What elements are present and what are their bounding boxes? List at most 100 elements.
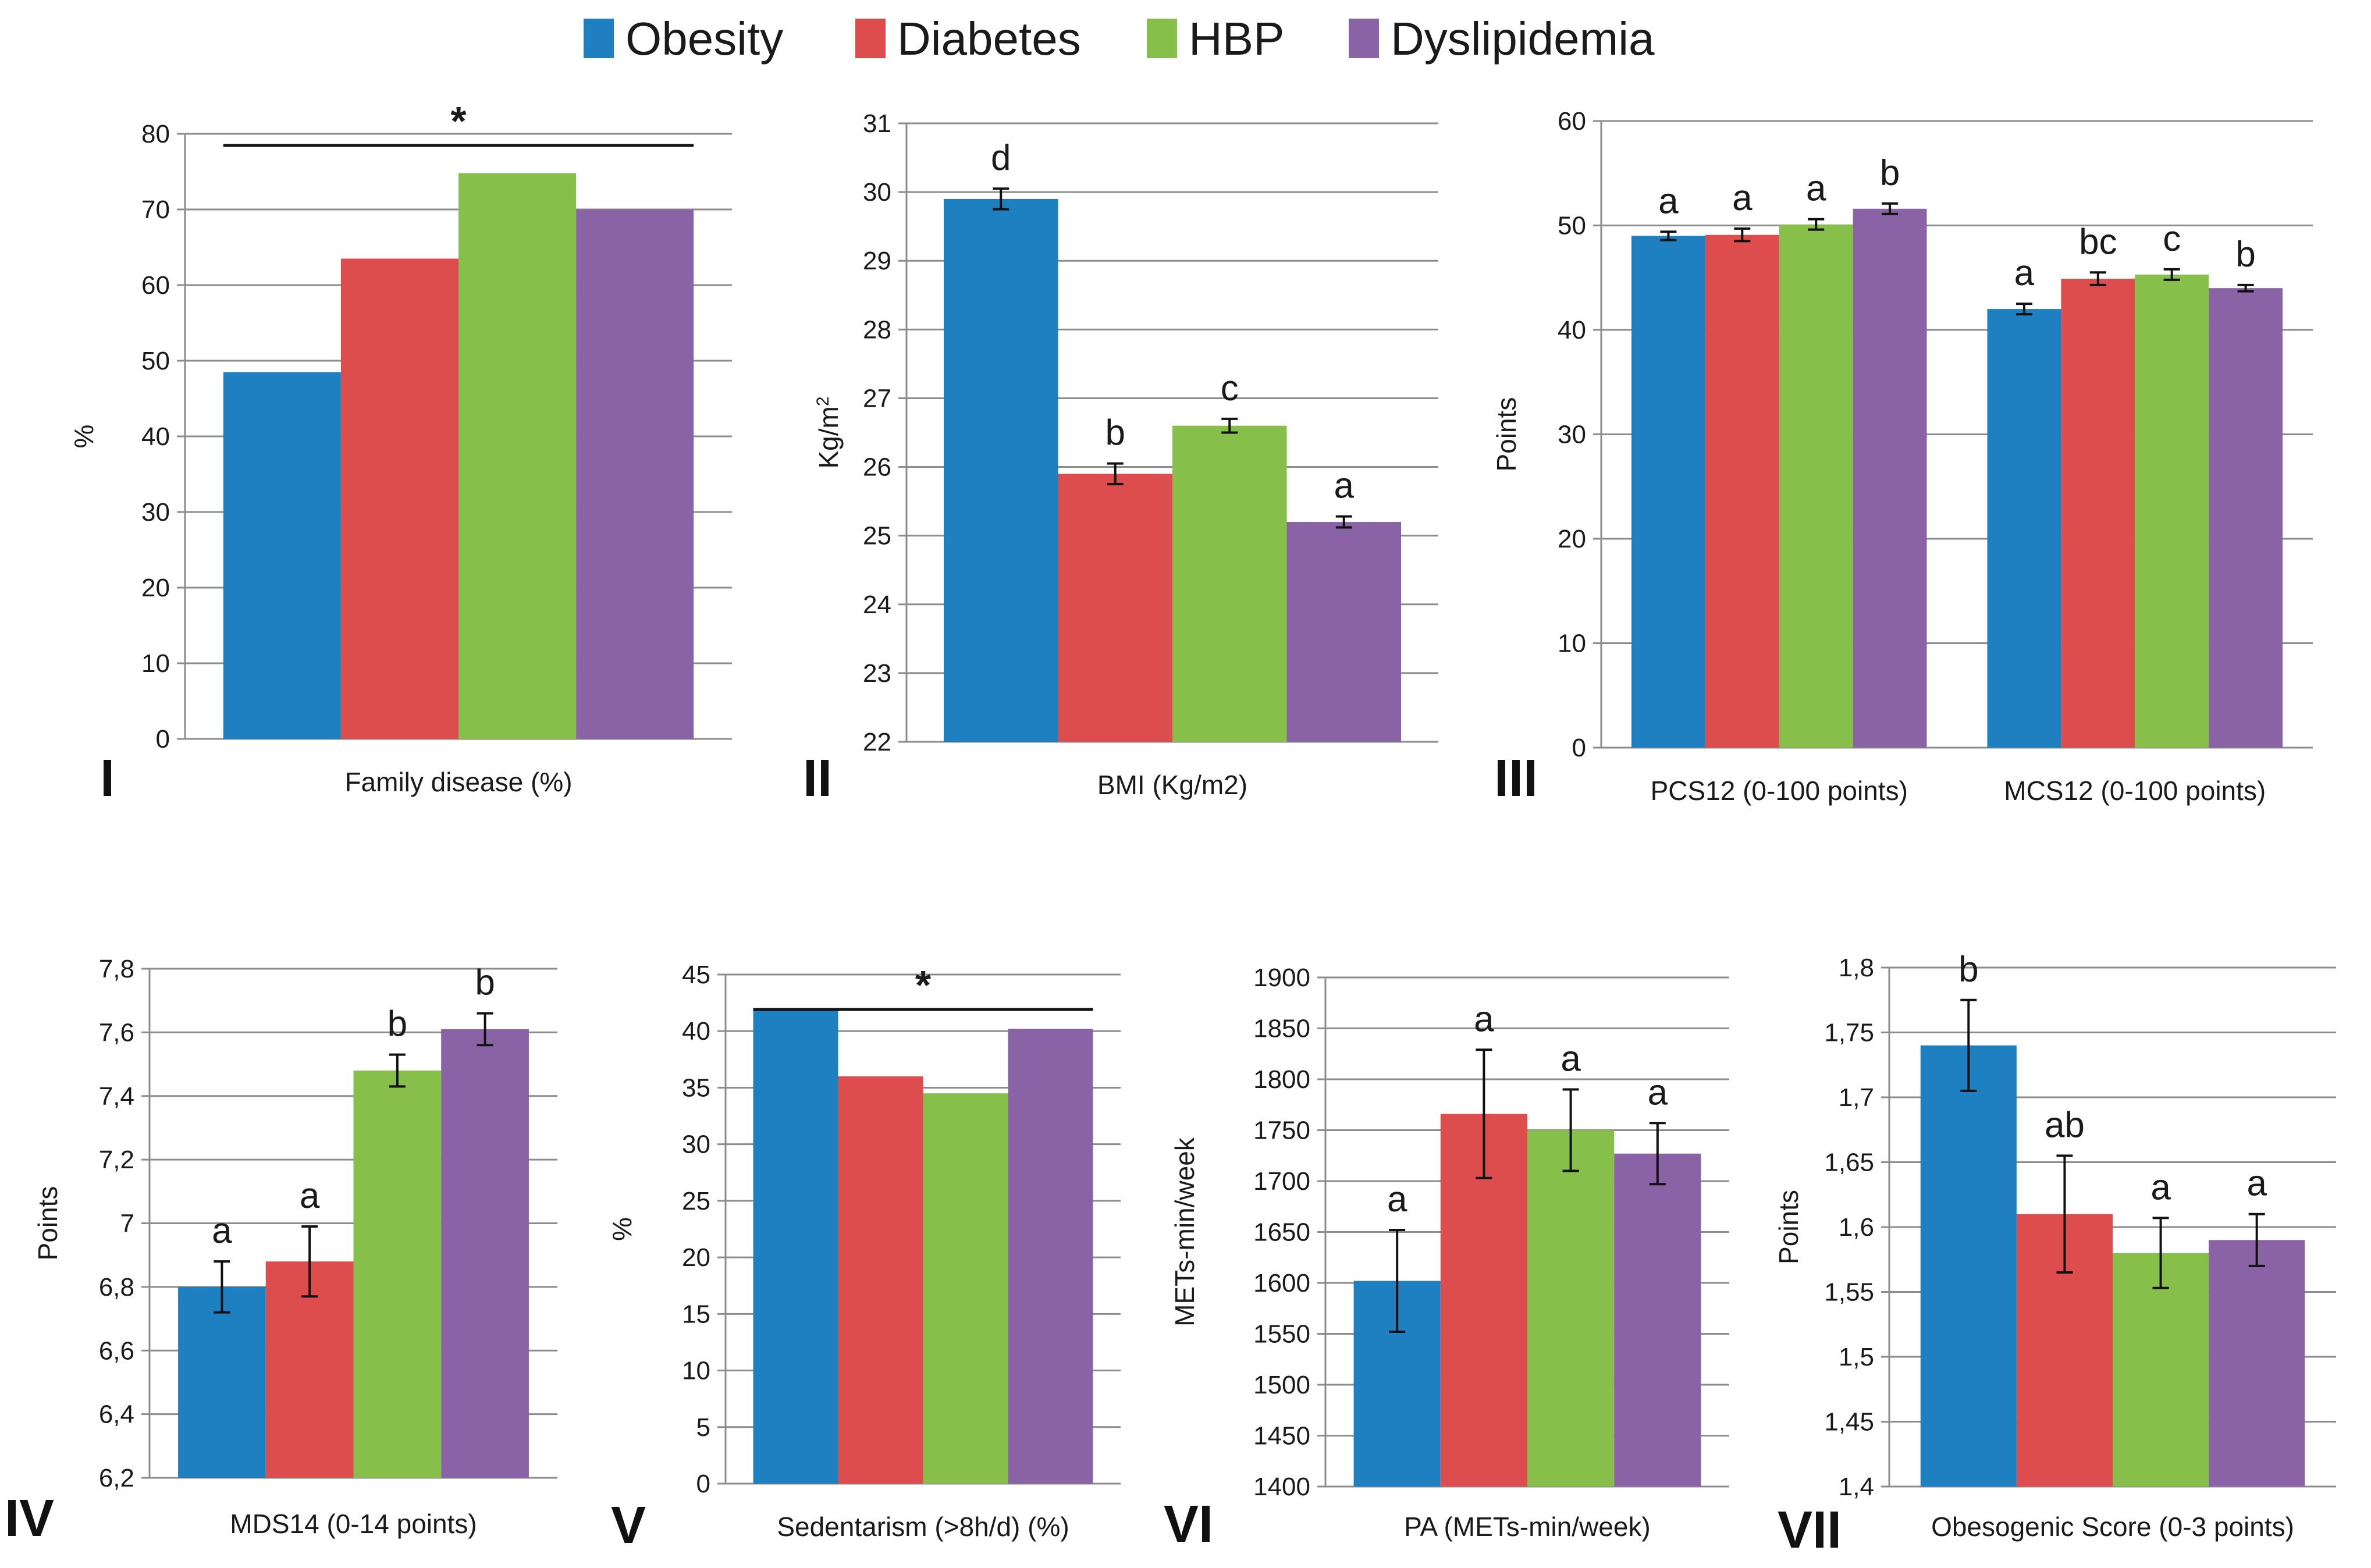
y-tick-label: 6,8 bbox=[99, 1273, 134, 1302]
significance-letter-diabetes: b bbox=[1105, 413, 1125, 453]
y-tick-label: 1,55 bbox=[1824, 1278, 1874, 1307]
y-tick-label: 1,45 bbox=[1824, 1408, 1874, 1437]
y-tick-label: 1,7 bbox=[1839, 1083, 1874, 1112]
y-tick-label: 1,4 bbox=[1839, 1473, 1874, 1501]
significance-letter-dyslipidemia: b bbox=[2235, 234, 2255, 275]
panel-label: II bbox=[803, 749, 832, 808]
bar-obesity-bmi-kg-m2 bbox=[943, 198, 1058, 742]
y-tick-label: 30 bbox=[863, 178, 891, 207]
y-tick-label: 10 bbox=[141, 649, 170, 678]
y-tick-label: 29 bbox=[863, 247, 891, 275]
legend: Obesity Diabetes HBP Dyslipidemia bbox=[584, 13, 1655, 65]
bar-diabetes-family-disease bbox=[340, 258, 458, 739]
y-tick-label: 5 bbox=[696, 1413, 710, 1442]
bar-diabetes-sedentarism-8h-d bbox=[838, 1076, 923, 1484]
bar-dyslipidemia-pcs12-0-100-points bbox=[1853, 208, 1927, 748]
bar-diabetes-bmi-kg-m2 bbox=[1058, 474, 1172, 742]
y-tick-label: 70 bbox=[141, 195, 170, 224]
bar-hbp-bmi-kg-m2 bbox=[1172, 425, 1287, 742]
y-tick-label: 25 bbox=[863, 522, 891, 550]
y-axis-title-superscript: 2 bbox=[813, 396, 833, 406]
y-tick-label: 7,8 bbox=[99, 955, 134, 983]
significance-letter-dyslipidemia: a bbox=[2246, 1164, 2267, 1204]
y-tick-label: 1,75 bbox=[1824, 1019, 1874, 1047]
y-tick-label: 1900 bbox=[1253, 963, 1310, 992]
legend-swatch-obesity bbox=[584, 19, 614, 58]
bar-dyslipidemia-mds14-0-14-points bbox=[441, 1029, 529, 1478]
x-category-label: PA (METs-min/week) bbox=[1404, 1512, 1650, 1542]
bar-diabetes-pcs12-0-100-points bbox=[1705, 234, 1779, 748]
y-tick-label: 1500 bbox=[1253, 1371, 1310, 1399]
y-tick-label: 1450 bbox=[1253, 1422, 1310, 1450]
legend-swatch-diabetes bbox=[855, 19, 886, 58]
significance-letter-hbp: c bbox=[1221, 368, 1239, 408]
significance-letter-dyslipidemia: a bbox=[1334, 466, 1355, 506]
y-tick-label: 15 bbox=[682, 1300, 710, 1328]
panel-label: III bbox=[1494, 749, 1538, 808]
significance-letter-obesity: a bbox=[2014, 253, 2035, 293]
y-tick-label: 1700 bbox=[1253, 1167, 1310, 1196]
bar-obesity-family-disease bbox=[223, 372, 341, 739]
significance-letter-dyslipidemia: b bbox=[1880, 153, 1900, 193]
panel-label: IV bbox=[5, 1489, 54, 1548]
y-tick-label: 30 bbox=[1558, 421, 1586, 449]
chart-panel-ii: 22 23 24 25 26 27 28 29 30 31 Kg/m2 d b c a BMI (Kg/m2)… bbox=[803, 109, 1438, 808]
y-tick-label: 1650 bbox=[1253, 1218, 1310, 1247]
y-tick-label: 24 bbox=[863, 591, 891, 619]
x-category-label: MCS12 (0-100 points) bbox=[2004, 776, 2266, 806]
bar-dyslipidemia-sedentarism-8h-d bbox=[1008, 1029, 1093, 1484]
chart-panel-v: 0 5 10 15 20 25 30 35 40 45% Sedentarism (>8h/d) (… bbox=[607, 961, 1121, 1555]
y-tick-label: 31 bbox=[863, 109, 891, 138]
y-axis-title: Points bbox=[1773, 1190, 1804, 1264]
y-tick-label: 10 bbox=[682, 1357, 710, 1385]
y-tick-label: 20 bbox=[682, 1243, 710, 1272]
y-tick-label: 1,65 bbox=[1824, 1149, 1874, 1177]
chart-panel-vii: 1,4 1,45 1,5 1,55 1,6 1,65 1,7 1,75 1,8 Points b ab… bbox=[1773, 950, 2336, 1559]
y-tick-label: 1,6 bbox=[1839, 1213, 1874, 1242]
y-tick-label: 28 bbox=[863, 315, 891, 344]
significance-letter-obesity: a bbox=[1387, 1179, 1407, 1219]
y-tick-label: 30 bbox=[682, 1130, 710, 1159]
significance-letter-hbp: b bbox=[388, 1004, 407, 1044]
bar-hbp-sedentarism-8h-d bbox=[923, 1093, 1008, 1484]
y-tick-label: 1600 bbox=[1253, 1269, 1310, 1297]
y-axis-title: % bbox=[69, 425, 99, 449]
y-tick-label: 1850 bbox=[1253, 1015, 1310, 1043]
bar-diabetes-mcs12-0-100-points bbox=[2061, 279, 2135, 748]
bar-obesity-mcs12-0-100-points bbox=[1987, 309, 2061, 748]
y-axis-title: Points bbox=[1491, 397, 1522, 472]
significance-letter-dyslipidemia: b bbox=[475, 963, 495, 1003]
y-tick-label: 1550 bbox=[1253, 1320, 1310, 1349]
bar-dyslipidemia-pa-mets-min-week bbox=[1614, 1153, 1701, 1487]
y-tick-label: 7,2 bbox=[99, 1146, 134, 1174]
y-tick-label: 50 bbox=[141, 347, 170, 375]
y-axis-title: METs-min/week bbox=[1169, 1137, 1200, 1327]
significance-letter-dyslipidemia: a bbox=[1648, 1072, 1668, 1112]
y-tick-label: 1,5 bbox=[1839, 1343, 1874, 1371]
y-tick-label: 26 bbox=[863, 453, 891, 482]
chart-panel-iii: 0 10 20 30 40 50 60 Points a a a b PCS12 (0-100 poin… bbox=[1491, 107, 2313, 808]
y-tick-label: 23 bbox=[863, 659, 891, 688]
y-tick-label: 30 bbox=[141, 498, 170, 527]
bar-dyslipidemia-bmi-kg-m2 bbox=[1286, 522, 1402, 742]
y-tick-label: 80 bbox=[141, 120, 170, 148]
panel-label: VI bbox=[1164, 1495, 1213, 1553]
legend-label-obesity: Obesity bbox=[625, 13, 783, 65]
y-tick-label: 0 bbox=[156, 725, 170, 753]
y-tick-label: 1750 bbox=[1253, 1117, 1310, 1145]
y-tick-label: 50 bbox=[1558, 212, 1586, 240]
significance-letter-obesity: d bbox=[991, 138, 1011, 178]
significance-letter-diabetes: a bbox=[300, 1176, 320, 1216]
significance-letter-diabetes: a bbox=[1474, 999, 1494, 1039]
significance-letter-hbp: a bbox=[1560, 1039, 1581, 1079]
significance-letter-diabetes: bc bbox=[2079, 222, 2117, 262]
y-tick-label: 20 bbox=[141, 574, 170, 602]
y-tick-label: 60 bbox=[141, 271, 170, 300]
x-category-label: Obesogenic Score (0-3 points) bbox=[1931, 1512, 2294, 1542]
y-tick-label: 7 bbox=[120, 1210, 134, 1238]
bar-hbp-pa-mets-min-week bbox=[1527, 1130, 1615, 1487]
legend-swatch-hbp bbox=[1147, 19, 1177, 58]
y-tick-label: 0 bbox=[1572, 734, 1586, 762]
bar-obesity-sedentarism-8h-d bbox=[753, 1011, 838, 1484]
